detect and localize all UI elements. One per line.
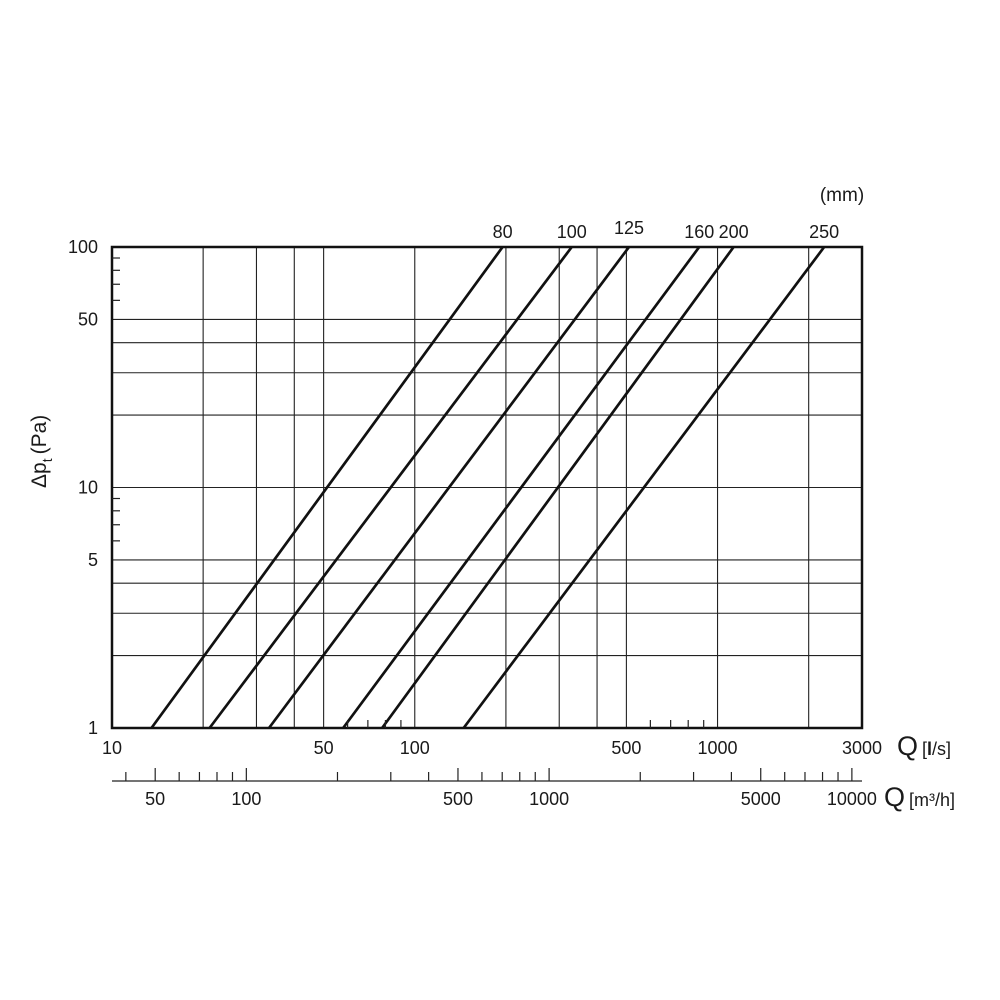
series-line-160 (342, 246, 701, 729)
x2-axis-title-symbol: Q (884, 782, 905, 812)
x-axis-m3h: 50 100 500 1000 5000 10000 (112, 768, 877, 809)
plot-frame (110, 245, 864, 730)
x-tick-label: 1000 (698, 738, 738, 758)
x2-axis-title: Q [m³/h] (884, 782, 955, 812)
x-tick-label: 50 (314, 738, 334, 758)
series-line-250 (462, 246, 826, 729)
x-tick-label: 3000 (842, 738, 882, 758)
x2-tick-label: 5000 (741, 789, 781, 809)
y-axis-title-subscript: t (39, 458, 55, 462)
x2-tick-label: 100 (231, 789, 261, 809)
x-axis-title: Q [l/s] (897, 731, 951, 761)
x2-tick-label: 500 (443, 789, 473, 809)
x2-axis-title-unit: [m³/h] (909, 790, 955, 810)
series-label-200: 200 (719, 222, 749, 242)
y-tick-label: 50 (78, 309, 98, 329)
x-axis-title-unit-open: [ (922, 739, 927, 759)
series-label-80: 80 (493, 222, 513, 242)
x-axis-title-unit-close: /s] (932, 739, 951, 759)
series-line-200 (381, 246, 735, 729)
y-axis: 1 5 10 50 100 (68, 237, 120, 738)
series-label-250: 250 (809, 222, 839, 242)
y-axis-title-symbol: Δp (28, 462, 51, 488)
y-tick-label: 1 (88, 718, 98, 738)
series-line-125 (267, 246, 631, 729)
x-axis-title-unit-bold: l (927, 739, 932, 759)
x2-tick-label: 1000 (529, 789, 569, 809)
x-tick-label: 100 (400, 738, 430, 758)
y-axis-title-unit: (Pa) (28, 415, 51, 455)
series-unit-label: (mm) (820, 185, 864, 206)
y-tick-label: 100 (68, 237, 98, 257)
x2-tick-label: 10000 (827, 789, 877, 809)
y-tick-label: 10 (78, 478, 98, 498)
x2-tick-label: 50 (145, 789, 165, 809)
x-tick-label: 10 (102, 738, 122, 758)
y-axis-title: Δpt (Pa) (28, 415, 55, 488)
x-axis-title-symbol: Q (897, 731, 918, 761)
series-line-80 (150, 246, 504, 729)
x-axis-ls: 10 50 100 500 1000 3000 (102, 720, 882, 758)
series-labels: 80 100 125 160 200 250 (493, 218, 840, 242)
x-tick-label: 500 (611, 738, 641, 758)
series-label-125: 125 (614, 218, 644, 238)
gridlines (112, 247, 862, 728)
y-tick-label: 5 (88, 550, 98, 570)
series-line-100 (208, 246, 573, 729)
series-lines (150, 246, 826, 729)
series-label-160: 160 (684, 222, 714, 242)
series-label-100: 100 (557, 222, 587, 242)
